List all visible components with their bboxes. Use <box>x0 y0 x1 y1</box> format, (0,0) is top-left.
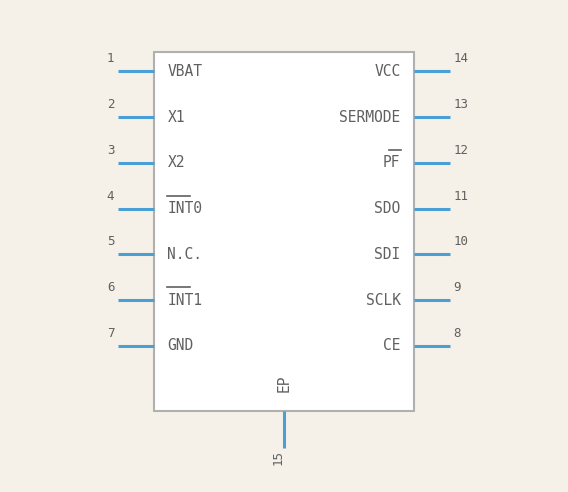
Text: X2: X2 <box>168 155 185 170</box>
Text: 4: 4 <box>107 190 114 203</box>
Text: SCLK: SCLK <box>366 293 400 308</box>
Text: 7: 7 <box>107 327 114 340</box>
Text: 14: 14 <box>454 53 469 65</box>
Text: PF: PF <box>383 155 400 170</box>
Text: INT1: INT1 <box>168 293 202 308</box>
Text: 9: 9 <box>454 281 461 294</box>
Text: 13: 13 <box>454 98 469 111</box>
Text: 11: 11 <box>454 190 469 203</box>
Text: SDO: SDO <box>374 201 400 216</box>
Text: 1: 1 <box>107 53 114 65</box>
Text: 3: 3 <box>107 144 114 157</box>
Text: CE: CE <box>383 338 400 353</box>
Text: 5: 5 <box>107 236 114 248</box>
Text: 2: 2 <box>107 98 114 111</box>
Text: GND: GND <box>168 338 194 353</box>
Text: EP: EP <box>277 374 291 392</box>
Text: VBAT: VBAT <box>168 64 202 79</box>
Text: SERMODE: SERMODE <box>339 110 400 124</box>
Text: 15: 15 <box>272 450 285 465</box>
Text: 12: 12 <box>454 144 469 157</box>
Text: 6: 6 <box>107 281 114 294</box>
Text: INT0: INT0 <box>168 201 202 216</box>
Text: 8: 8 <box>454 327 461 340</box>
Bar <box>153 52 415 411</box>
Text: 10: 10 <box>454 236 469 248</box>
Text: SDI: SDI <box>374 247 400 262</box>
Text: N.C.: N.C. <box>168 247 202 262</box>
Text: VCC: VCC <box>374 64 400 79</box>
Text: X1: X1 <box>168 110 185 124</box>
